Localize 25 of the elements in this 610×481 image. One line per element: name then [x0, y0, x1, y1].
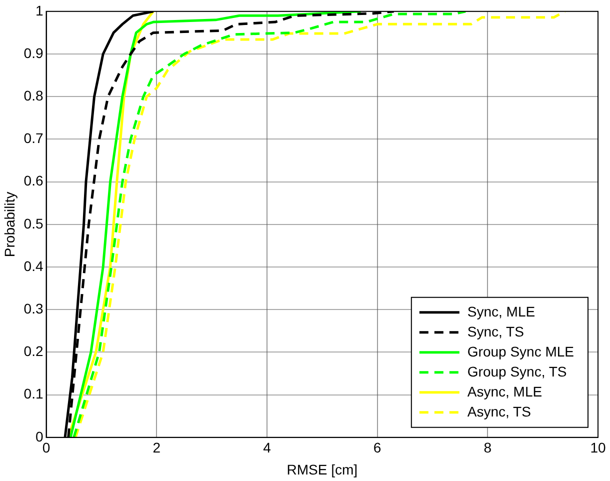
legend-label: Sync, MLE — [467, 303, 536, 320]
y-tick-label: 1 — [35, 2, 44, 18]
x-tick-label: 10 — [590, 440, 606, 456]
y-axis-title: Probability — [1, 192, 18, 258]
y-tick-label: 0 — [35, 428, 44, 444]
x-tick-label: 2 — [152, 440, 161, 456]
legend-label: Group Sync, TS — [467, 363, 567, 380]
y-tick-label: 0.6 — [24, 172, 44, 189]
line-series — [72, 11, 467, 438]
x-tick-label: 4 — [263, 440, 272, 456]
y-tick-label: 0.2 — [24, 343, 44, 360]
y-tick-label: 0.8 — [24, 87, 44, 104]
legend-label: Async, MLE — [467, 383, 542, 400]
x-tick-label: 8 — [484, 440, 492, 456]
y-tick-label: 0.9 — [24, 44, 44, 61]
y-tick-label: 0.3 — [24, 300, 44, 316]
legend-label: Group Sync MLE — [467, 343, 574, 360]
legend-label: Sync, TS — [467, 323, 524, 340]
legend-label: Async, TS — [467, 403, 531, 420]
x-axis-title: RMSE [cm] — [286, 461, 358, 478]
y-tick-label: 0.7 — [24, 130, 44, 146]
x-tick-label: 6 — [373, 440, 382, 456]
y-tick-label: 0.4 — [24, 258, 44, 274]
y-tick-label: 0.1 — [24, 386, 44, 402]
y-tick-label: 0.5 — [24, 215, 44, 232]
